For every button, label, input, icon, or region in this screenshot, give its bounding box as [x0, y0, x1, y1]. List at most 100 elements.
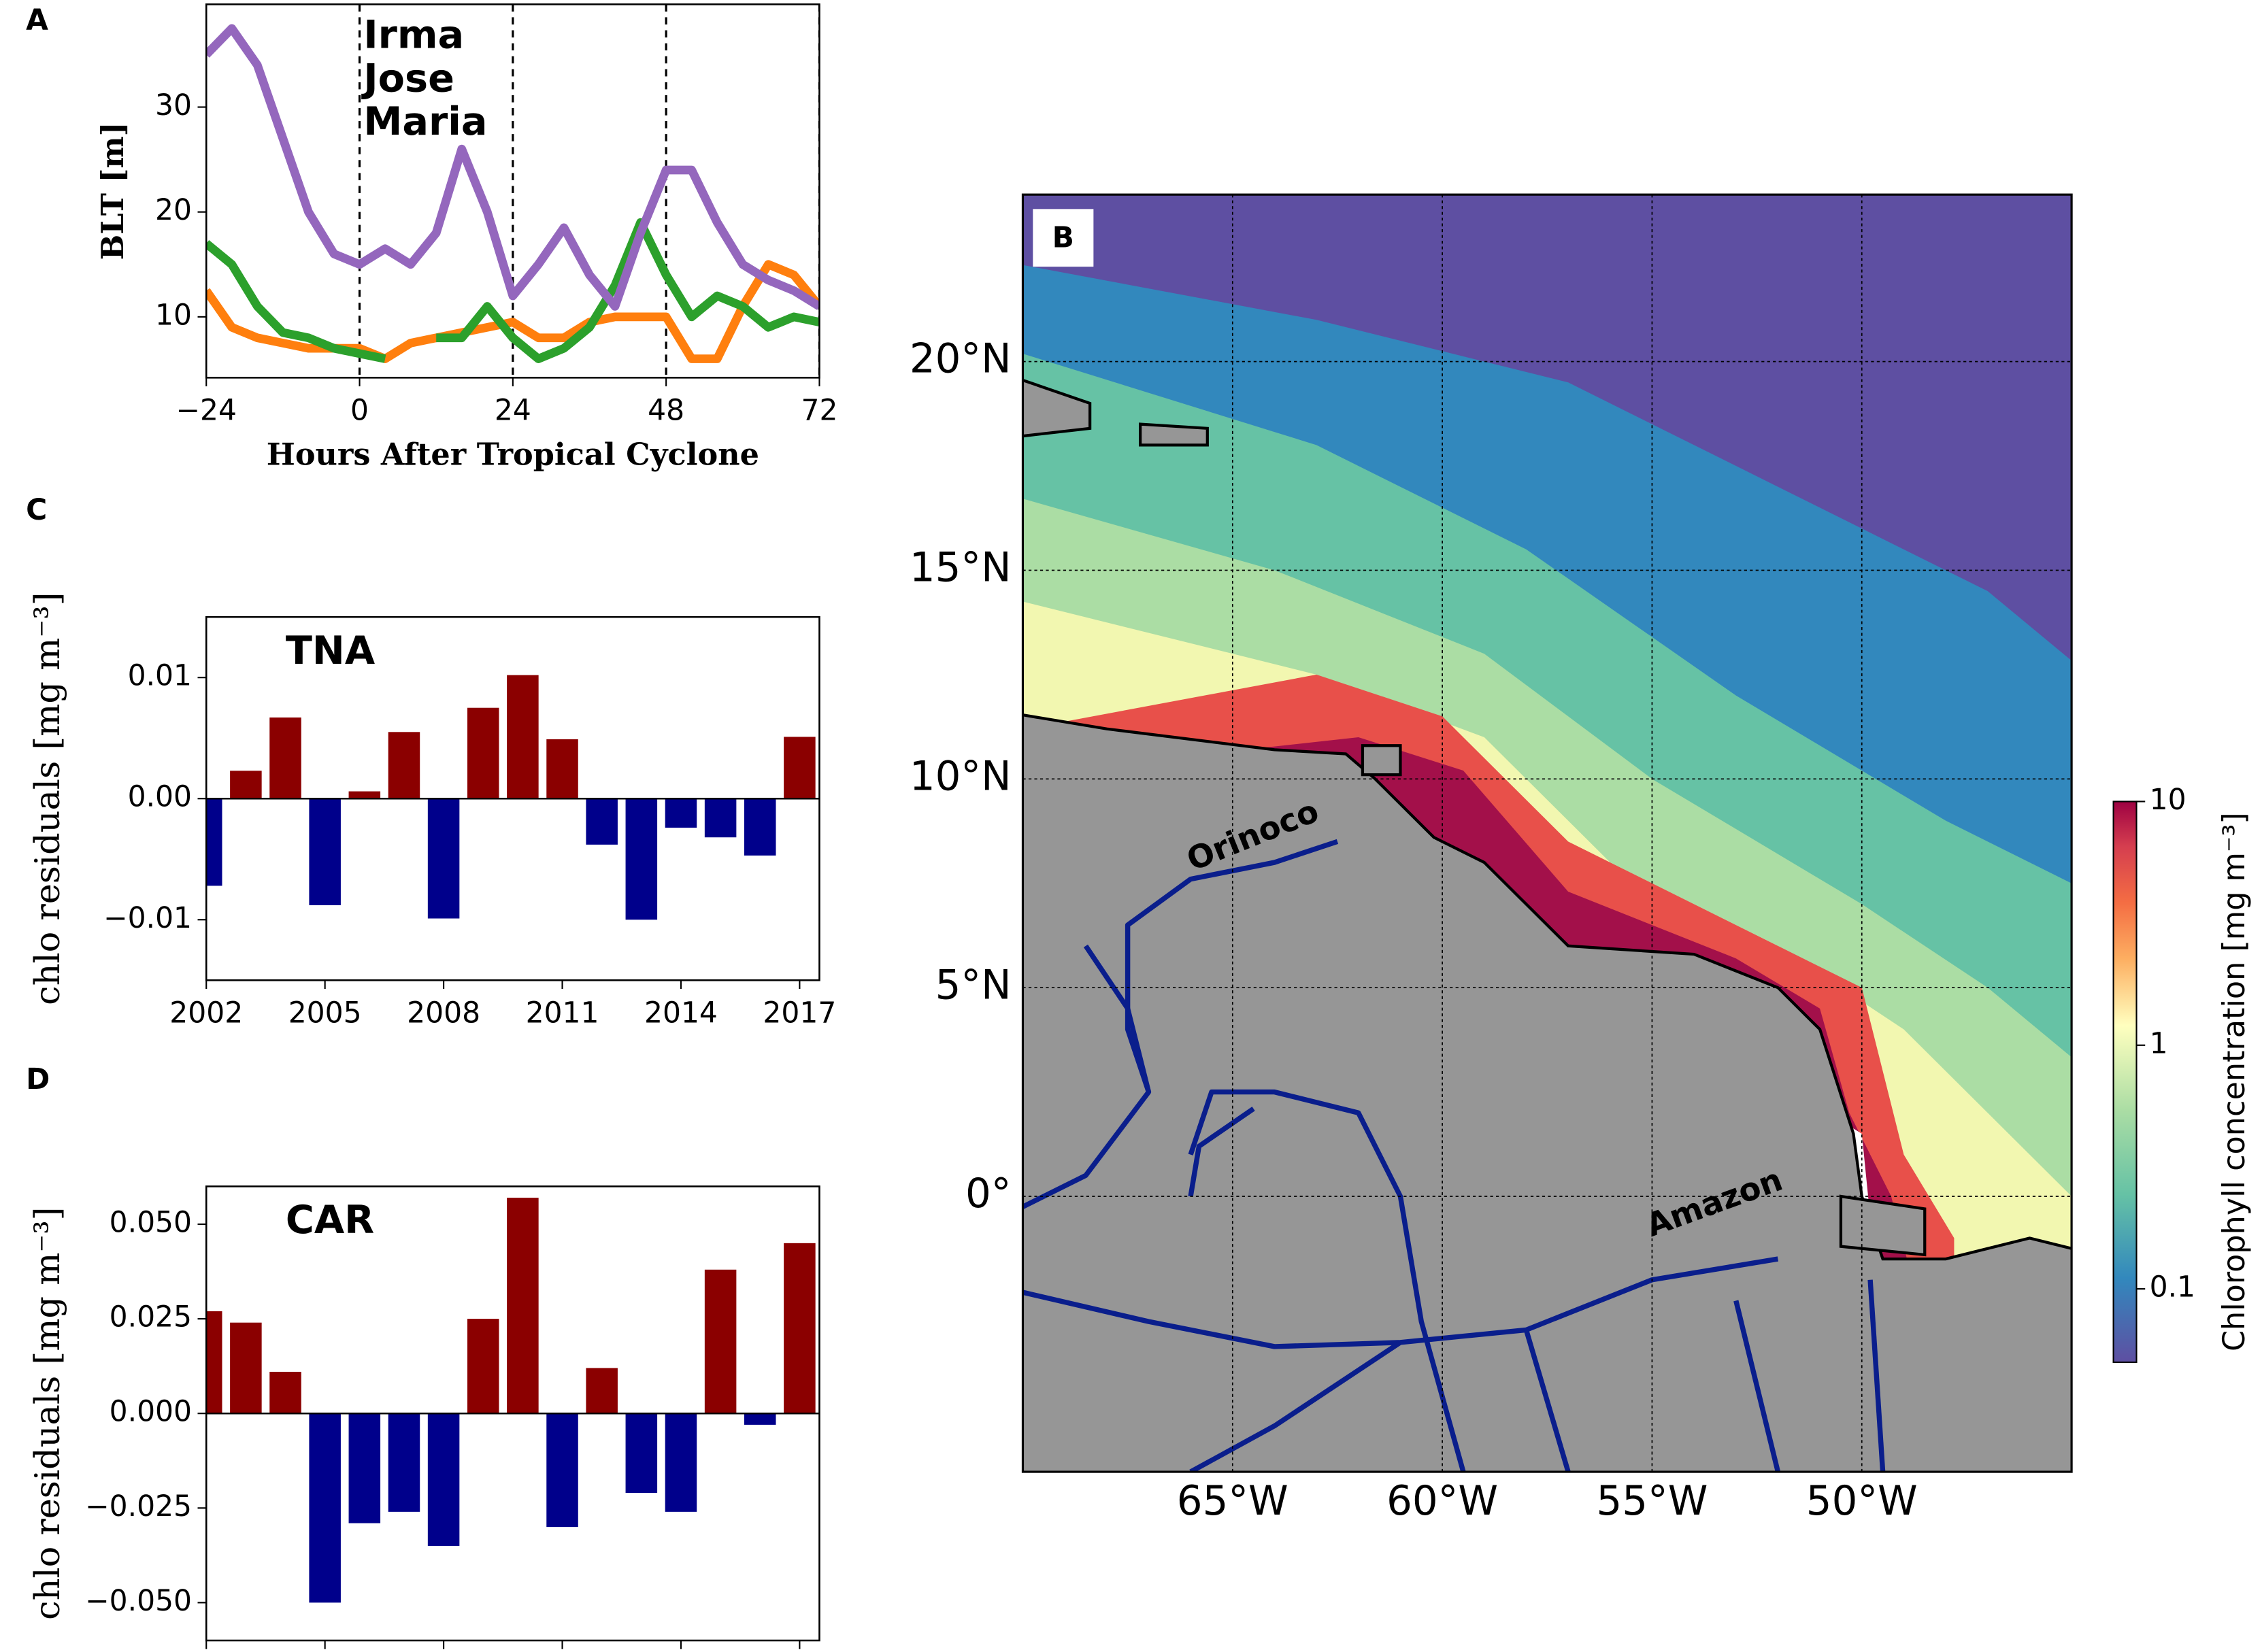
x-tick-label: 0	[350, 394, 369, 427]
x-tick-label: 60°W	[1386, 1477, 1498, 1524]
bar	[230, 1322, 262, 1414]
bar	[784, 1243, 816, 1414]
bar	[388, 732, 420, 799]
island	[1139, 422, 1209, 447]
bar	[665, 798, 697, 828]
legend-entry: Irma	[363, 13, 464, 58]
bar	[348, 791, 381, 799]
x-tick-label: 2008	[407, 996, 480, 1030]
y-tick-label: 0.01	[128, 659, 192, 692]
y-tick-label: 15°N	[910, 544, 1012, 591]
bar	[586, 1368, 618, 1414]
river	[1189, 1340, 1402, 1472]
x-tick-label: 2017	[763, 996, 836, 1030]
y-tick-label: 10°N	[910, 752, 1012, 799]
bar	[625, 1413, 658, 1494]
bar	[784, 737, 816, 799]
panel-title: CAR	[286, 1198, 374, 1243]
panel-letter: A	[26, 3, 48, 36]
y-tick-label: 20	[155, 193, 192, 226]
plot-area	[206, 675, 816, 920]
island	[1361, 744, 1402, 777]
bar	[206, 798, 222, 886]
colorbar-tick-label: 10	[2150, 783, 2186, 816]
river	[1523, 1329, 1571, 1472]
panel-title: TNA	[286, 628, 376, 673]
y-tick-label: 0.000	[110, 1395, 192, 1428]
x-tick-label: 65°W	[1177, 1477, 1288, 1524]
axes-frame	[1021, 193, 2073, 1473]
bar	[625, 798, 658, 920]
river	[1188, 1107, 1255, 1197]
y-tick-label: −0.025	[85, 1489, 192, 1523]
y-tick-label: 10	[155, 298, 192, 331]
x-tick-label: 24	[495, 394, 531, 427]
river	[1083, 944, 1152, 1093]
bar	[427, 798, 460, 919]
bar	[665, 1413, 697, 1512]
y-tick-label: −0.050	[85, 1584, 192, 1617]
panel-letter: C	[26, 493, 47, 526]
colorbar-tick-label: 0.1	[2150, 1270, 2195, 1304]
y-tick-label: 20°N	[910, 335, 1012, 382]
river	[1188, 1089, 1466, 1472]
x-tick-label: 50°W	[1806, 1477, 1918, 1524]
panel-letter-box	[1033, 209, 1094, 267]
bar	[507, 1198, 539, 1414]
bar	[586, 798, 618, 845]
plot-area	[206, 4, 820, 378]
bar	[704, 1269, 737, 1414]
bar	[230, 771, 262, 799]
colorbar-tick-label: 1	[2150, 1026, 2168, 1060]
x-tick-label: 2002	[169, 996, 243, 1030]
colorbar-label: Chlorophyll concentration [mg m⁻³]	[2217, 812, 2252, 1351]
bar	[467, 1319, 499, 1414]
plot-area	[1022, 195, 2072, 1472]
bar	[388, 1413, 420, 1512]
bar	[507, 675, 539, 799]
x-axis-label: Hours After Tropical Cyclone	[267, 437, 759, 472]
series-line	[206, 218, 820, 363]
plot-area	[206, 1198, 816, 1603]
series-line	[206, 260, 820, 363]
bar	[546, 739, 578, 799]
x-tick-label: −24	[176, 394, 236, 427]
y-axis-label: chlo residuals [mg m⁻³]	[27, 1207, 67, 1620]
y-tick-label: 0°	[965, 1170, 1011, 1217]
bar	[269, 717, 301, 799]
y-tick-label: 0.025	[110, 1300, 192, 1334]
y-tick-label: 0.050	[110, 1206, 192, 1239]
bar	[269, 1372, 301, 1414]
bar	[309, 798, 341, 905]
x-tick-label: 2014	[644, 996, 718, 1030]
y-tick-label: 30	[155, 88, 192, 122]
river	[1867, 1279, 1886, 1472]
panel-letter: B	[1052, 220, 1074, 254]
river	[1022, 839, 1339, 1210]
legend-entry: Jose	[361, 56, 454, 101]
bar	[427, 1413, 460, 1546]
legend-entry: Maria	[363, 99, 487, 144]
bar	[744, 1413, 776, 1425]
colorbar	[2112, 800, 2138, 1364]
river	[1733, 1300, 1781, 1472]
bar	[206, 1311, 222, 1414]
bar	[546, 1413, 578, 1528]
bar	[348, 1413, 381, 1523]
y-axis-label: chlo residuals [mg m⁻³]	[27, 592, 67, 1005]
x-tick-label: 55°W	[1596, 1477, 1708, 1524]
y-axis-label: BLT [m]	[95, 122, 131, 260]
land	[1022, 713, 2072, 1472]
x-tick-label: 2011	[526, 996, 599, 1030]
panel-letter: D	[26, 1062, 50, 1096]
series-line	[206, 24, 820, 311]
y-tick-label: 5°N	[935, 961, 1012, 1008]
y-tick-label: 0.00	[128, 780, 192, 813]
x-tick-label: 48	[648, 394, 684, 427]
x-tick-label: 72	[801, 394, 837, 427]
bar	[704, 798, 737, 838]
y-tick-label: −0.01	[103, 901, 192, 934]
bar	[309, 1413, 341, 1603]
